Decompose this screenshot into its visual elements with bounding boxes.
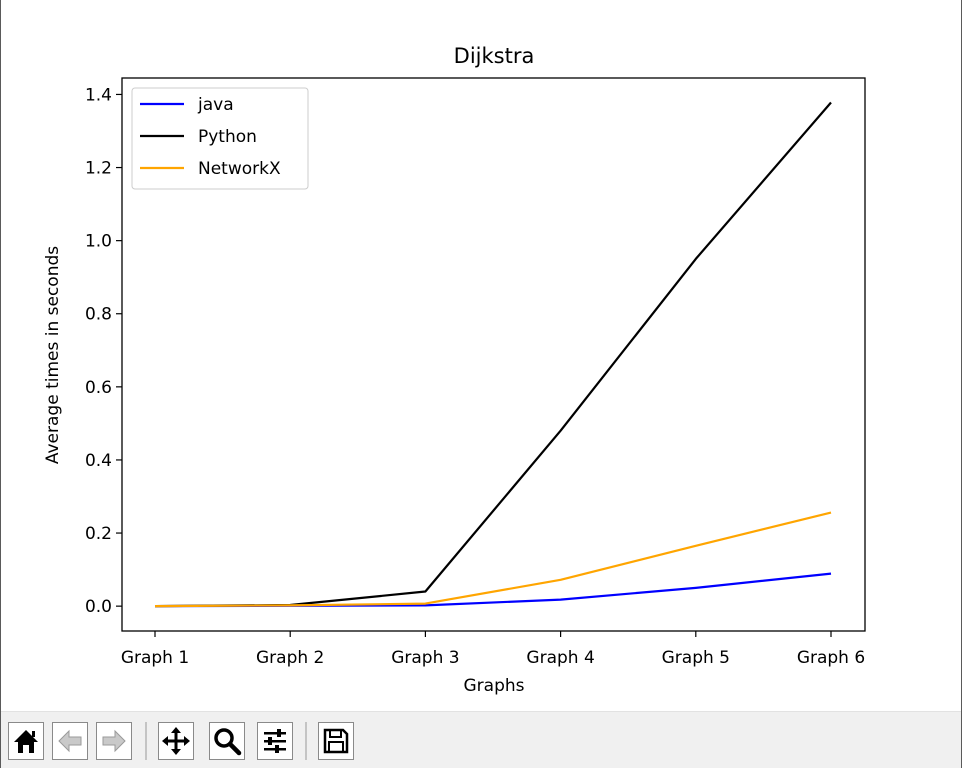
x-tick-label: Graph 1 [121,648,189,668]
y-tick-label: 0.0 [85,597,112,617]
forward-button[interactable] [96,722,132,760]
y-tick-label: 1.4 [85,85,112,105]
chart: Dijkstra 0.0 0.2 0.4 0.6 0.8 1.0 1.2 1.4 Graph … [43,44,866,696]
toolbar-separator [145,722,147,760]
y-tick-label: 0.2 [85,524,112,544]
plot-area [121,77,866,632]
navigation-toolbar [1,711,961,768]
home-icon [14,730,38,753]
y-tick-label: 0.4 [85,451,112,471]
chart-title: Dijkstra [454,44,535,68]
series-lines [154,101,832,608]
legend-box [131,87,309,190]
configure-subplots-button[interactable] [257,722,293,760]
legend-label: java [197,95,234,115]
series-line-java [154,572,832,608]
y-tick-label: 0.8 [85,305,112,325]
magnifier-icon [214,728,242,756]
y-axis-label: Average times in seconds [43,246,63,464]
home-button[interactable] [8,722,44,760]
legend-label: Python [198,127,257,147]
legend: java Python NetworkX [131,87,309,190]
x-tick-label: Graph 5 [662,648,730,668]
back-button[interactable] [52,722,88,760]
save-button[interactable] [318,722,354,760]
move-icon [162,727,190,755]
x-tick-label: Graph 6 [797,648,865,668]
pan-button[interactable] [158,722,194,760]
x-axis-label: Graphs [463,676,524,696]
x-tick-label: Graph 2 [256,648,324,668]
x-tick-label: Graph 3 [391,648,459,668]
y-tick-label: 1.2 [85,159,112,179]
toolbar-separator [305,722,307,760]
window-border-left [0,0,1,768]
y-tick-label: 0.6 [85,378,112,398]
arrow-right-icon [102,729,126,753]
legend-label: NetworkX [198,159,281,179]
series-line-networkx [154,511,832,608]
y-axis: 0.0 0.2 0.4 0.6 0.8 1.0 1.2 1.4 [85,85,122,617]
arrow-left-icon [58,729,82,753]
figure-canvas: Dijkstra 0.0 0.2 0.4 0.6 0.8 1.0 1.2 1.4 Graph … [43,44,866,696]
x-tick-label: Graph 4 [526,648,594,668]
floppy-disk-icon [323,728,349,754]
zoom-button[interactable] [209,722,245,760]
y-tick-label: 1.0 [85,232,112,252]
sliders-icon [264,729,286,753]
x-axis: Graph 1 Graph 2 Graph 3 Graph 4 Graph 5 Graph… [121,631,865,668]
